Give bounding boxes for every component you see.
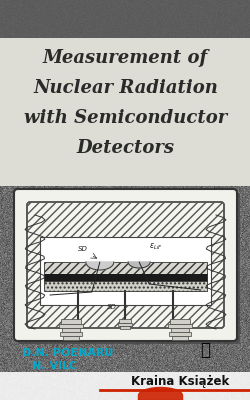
Text: SD: SD [106, 304, 116, 310]
Bar [0, 372, 250, 400]
FancyBboxPatch shape [14, 189, 236, 341]
Text: with Semiconductor: with Semiconductor [24, 109, 226, 127]
Text: $\epsilon_{LiF}$: $\epsilon_{LiF}$ [149, 242, 162, 252]
Text: Detectors: Detectors [76, 139, 174, 157]
FancyBboxPatch shape [27, 202, 223, 328]
Bar [44, 281, 206, 291]
Text: D.N. POENARU: D.N. POENARU [22, 348, 113, 358]
Polygon shape [128, 262, 150, 268]
Text: Measurement of: Measurement of [43, 49, 207, 67]
Bar [119, 319, 131, 323]
Bar [170, 328, 188, 332]
Text: Kraina Książek: Kraina Książek [130, 376, 228, 388]
Polygon shape [86, 262, 114, 270]
Bar [44, 274, 206, 281]
Bar [118, 323, 132, 326]
Text: SD: SD [78, 246, 87, 252]
Bar [120, 326, 130, 329]
Bar [60, 319, 80, 324]
Bar [168, 332, 190, 336]
Bar [58, 324, 82, 328]
Bar [62, 328, 80, 332]
FancyBboxPatch shape [17, 192, 239, 344]
Bar [0, 38, 250, 186]
Bar [40, 237, 210, 305]
Text: N. VILC: N. VILC [32, 361, 77, 371]
Text: 🔥: 🔥 [199, 341, 209, 359]
Bar [62, 336, 78, 340]
Text: Nuclear Radiation: Nuclear Radiation [33, 79, 217, 97]
Bar [170, 319, 190, 324]
Bar [44, 262, 206, 274]
Bar [172, 336, 188, 340]
Bar [168, 324, 192, 328]
Bar [60, 332, 82, 336]
Bar [0, 0, 250, 38]
